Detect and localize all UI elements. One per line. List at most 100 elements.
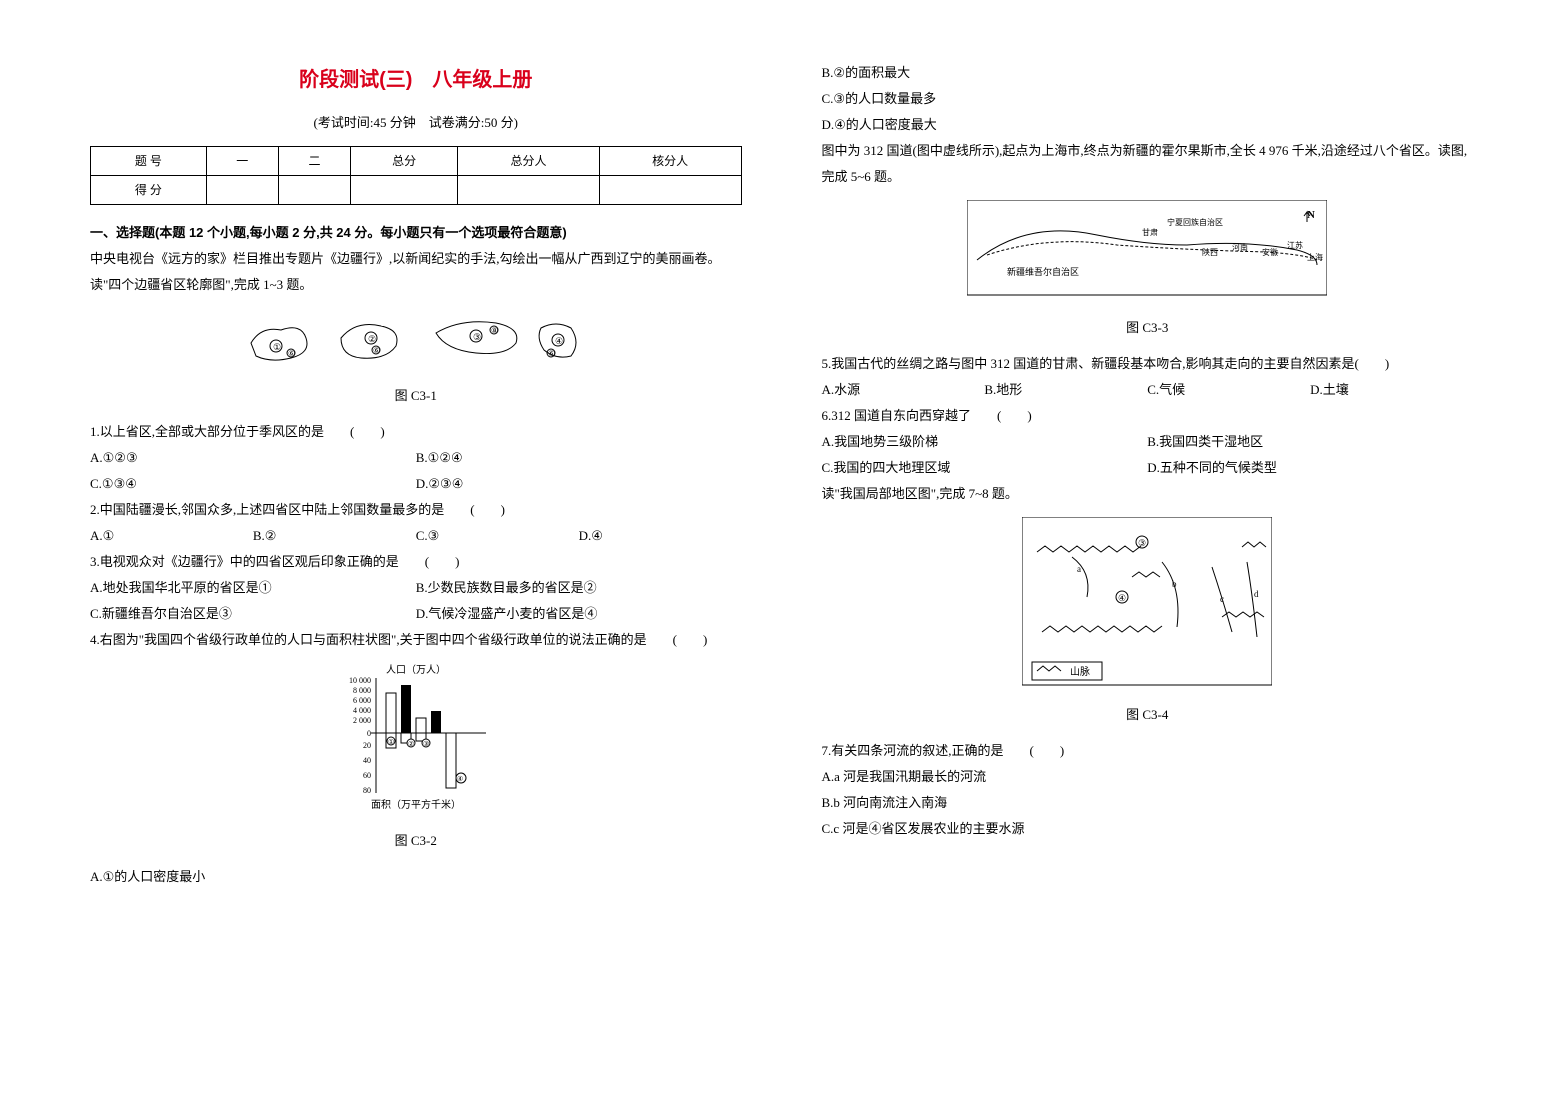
opt-a: A.①②③ <box>90 445 416 471</box>
svg-text:b: b <box>1172 579 1177 589</box>
svg-text:山脉: 山脉 <box>1070 665 1090 678</box>
th: 总分人 <box>458 147 600 176</box>
svg-text:N: N <box>1307 209 1315 221</box>
opt-d: D.④ <box>579 523 742 549</box>
svg-text:20: 20 <box>363 741 371 750</box>
bar-chart-svg: 人口（万人） 10 000 8 000 6 000 4 000 2 000 0 … <box>326 663 506 813</box>
q4-opt-a: A.①的人口密度最小 <box>90 864 742 890</box>
figure-caption: 图 C3-2 <box>90 828 742 854</box>
opt-a: A.地处我国华北平原的省区是① <box>90 575 416 601</box>
opt-a: A.我国地势三级阶梯 <box>822 429 1148 455</box>
svg-text:6 000: 6 000 <box>353 696 371 705</box>
svg-text:80: 80 <box>363 786 371 795</box>
td: 得 分 <box>91 176 207 205</box>
question-5: 5.我国古代的丝绸之路与图中 312 国道的甘肃、新疆段基本吻合,影响其走向的主… <box>822 351 1474 377</box>
page-title: 阶段测试(三) 八年级上册 <box>90 60 742 100</box>
svg-text:③: ③ <box>423 740 429 748</box>
figure-c3-2: 人口（万人） 10 000 8 000 6 000 4 000 2 000 0 … <box>90 663 742 854</box>
svg-text:a: a <box>1077 564 1081 574</box>
svg-text:②: ② <box>408 740 414 748</box>
left-column: 阶段测试(三) 八年级上册 (考试时间:45 分钟 试卷满分:50 分) 题 号… <box>50 60 782 1039</box>
q4-opt-c: C.③的人口数量最多 <box>822 86 1474 112</box>
opt-c: C.新疆维吾尔自治区是③ <box>90 601 416 627</box>
svg-text:陕西: 陕西 <box>1202 247 1218 257</box>
q4-opt-b: B.②的面积最大 <box>822 60 1474 86</box>
table-row: 题 号 一 二 总分 总分人 核分人 <box>91 147 742 176</box>
th: 一 <box>206 147 278 176</box>
svg-text:上海: 上海 <box>1307 252 1323 262</box>
figure-c3-1: ① ⑥ ② ⑥ ③ ⑧ ④ ⑥ 图 C3-1 <box>90 308 742 409</box>
svg-text:⑥: ⑥ <box>373 346 380 355</box>
opt-c: C.③ <box>416 523 579 549</box>
opt-d: D.五种不同的气候类型 <box>1147 455 1473 481</box>
td <box>599 176 741 205</box>
svg-text:新疆维吾尔自治区: 新疆维吾尔自治区 <box>1007 266 1079 277</box>
svg-text:⑥: ⑥ <box>548 349 555 358</box>
td <box>351 176 458 205</box>
ylabel: 人口（万人） <box>386 664 446 676</box>
svg-text:10 000: 10 000 <box>349 676 371 685</box>
intro-text-1: 中央电视台《远方的家》栏目推出专题片《边疆行》,以新闻纪实的手法,勾绘出一幅从广… <box>90 246 742 298</box>
th: 二 <box>278 147 350 176</box>
right-column: B.②的面积最大 C.③的人口数量最多 D.④的人口密度最大 图中为 312 国… <box>782 60 1514 1039</box>
q6-options: A.我国地势三级阶梯 B.我国四类干湿地区 C.我国的四大地理区域 D.五种不同… <box>822 429 1474 481</box>
q4-opt-d: D.④的人口密度最大 <box>822 112 1474 138</box>
question-1: 1.以上省区,全部或大部分位于季风区的是 ( ) <box>90 419 742 445</box>
opt-b: B.地形 <box>984 377 1147 403</box>
svg-text:0: 0 <box>367 729 371 738</box>
svg-text:④: ④ <box>457 775 463 783</box>
opt-a: A.水源 <box>822 377 985 403</box>
svg-text:④: ④ <box>555 336 563 346</box>
svg-text:宁夏回族自治区: 宁夏回族自治区 <box>1167 217 1223 227</box>
figure-caption: 图 C3-1 <box>90 383 742 409</box>
table-row: 得 分 <box>91 176 742 205</box>
th: 核分人 <box>599 147 741 176</box>
svg-text:甘肃: 甘肃 <box>1142 227 1158 237</box>
province-outlines-svg: ① ⑥ ② ⑥ ③ ⑧ ④ ⑥ <box>236 308 596 368</box>
opt-b: B.少数民族数目最多的省区是② <box>416 575 742 601</box>
question-2: 2.中国陆疆漫长,邻国众多,上述四省区中陆上邻国数量最多的是 ( ) <box>90 497 742 523</box>
svg-text:①: ① <box>273 342 281 352</box>
q1-options: A.①②③ B.①②④ C.①③④ D.②③④ <box>90 445 742 497</box>
local-region-map-svg: a b c d ③ ④ 山脉 <box>1022 517 1272 687</box>
svg-text:2 000: 2 000 <box>353 716 371 725</box>
intro-text-3: 读"我国局部地区图",完成 7~8 题。 <box>822 481 1474 507</box>
th: 题 号 <box>91 147 207 176</box>
svg-text:4 000: 4 000 <box>353 706 371 715</box>
svg-text:c: c <box>1220 594 1224 604</box>
q7-opt-b: B.b 河向南流注入南海 <box>822 790 1474 816</box>
figure-c3-3: 新疆维吾尔自治区 甘肃 宁夏回族自治区 陕西 河南 安徽 江苏 上海 N 图 C… <box>822 200 1474 341</box>
page-subtitle: (考试时间:45 分钟 试卷满分:50 分) <box>90 110 742 136</box>
svg-text:面积（万平方千米）: 面积（万平方千米） <box>371 798 461 811</box>
q5-options: A.水源 B.地形 C.气候 D.土壤 <box>822 377 1474 403</box>
td <box>206 176 278 205</box>
score-table: 题 号 一 二 总分 总分人 核分人 得 分 <box>90 146 742 205</box>
question-4: 4.右图为"我国四个省级行政单位的人口与面积柱状图",关于图中四个省级行政单位的… <box>90 627 742 653</box>
svg-text:⑧: ⑧ <box>491 326 498 335</box>
opt-d: D.土壤 <box>1310 377 1473 403</box>
svg-text:①: ① <box>388 738 394 746</box>
svg-text:江苏: 江苏 <box>1287 240 1303 250</box>
q7-opt-a: A.a 河是我国汛期最长的河流 <box>822 764 1474 790</box>
svg-text:60: 60 <box>363 771 371 780</box>
svg-text:④: ④ <box>1118 593 1126 603</box>
road-312-map-svg: 新疆维吾尔自治区 甘肃 宁夏回族自治区 陕西 河南 安徽 江苏 上海 N <box>967 200 1327 300</box>
opt-c: C.①③④ <box>90 471 416 497</box>
opt-c: C.气候 <box>1147 377 1310 403</box>
question-3: 3.电视观众对《边疆行》中的四省区观后印象正确的是 ( ) <box>90 549 742 575</box>
td <box>278 176 350 205</box>
figure-caption: 图 C3-4 <box>822 702 1474 728</box>
th: 总分 <box>351 147 458 176</box>
opt-c: C.我国的四大地理区域 <box>822 455 1148 481</box>
opt-d: D.气候冷湿盛产小麦的省区是④ <box>416 601 742 627</box>
svg-text:河南: 河南 <box>1232 242 1248 252</box>
opt-d: D.②③④ <box>416 471 742 497</box>
svg-text:③: ③ <box>473 332 481 342</box>
svg-text:⑥: ⑥ <box>288 349 295 358</box>
q3-options: A.地处我国华北平原的省区是① B.少数民族数目最多的省区是② C.新疆维吾尔自… <box>90 575 742 627</box>
q2-options: A.① B.② C.③ D.④ <box>90 523 742 549</box>
figure-caption: 图 C3-3 <box>822 315 1474 341</box>
section1-text: 一、选择题(本题 12 个小题,每小题 2 分,共 24 分。每小题只有一个选项… <box>90 225 567 240</box>
opt-b: B.①②④ <box>416 445 742 471</box>
svg-text:40: 40 <box>363 756 371 765</box>
